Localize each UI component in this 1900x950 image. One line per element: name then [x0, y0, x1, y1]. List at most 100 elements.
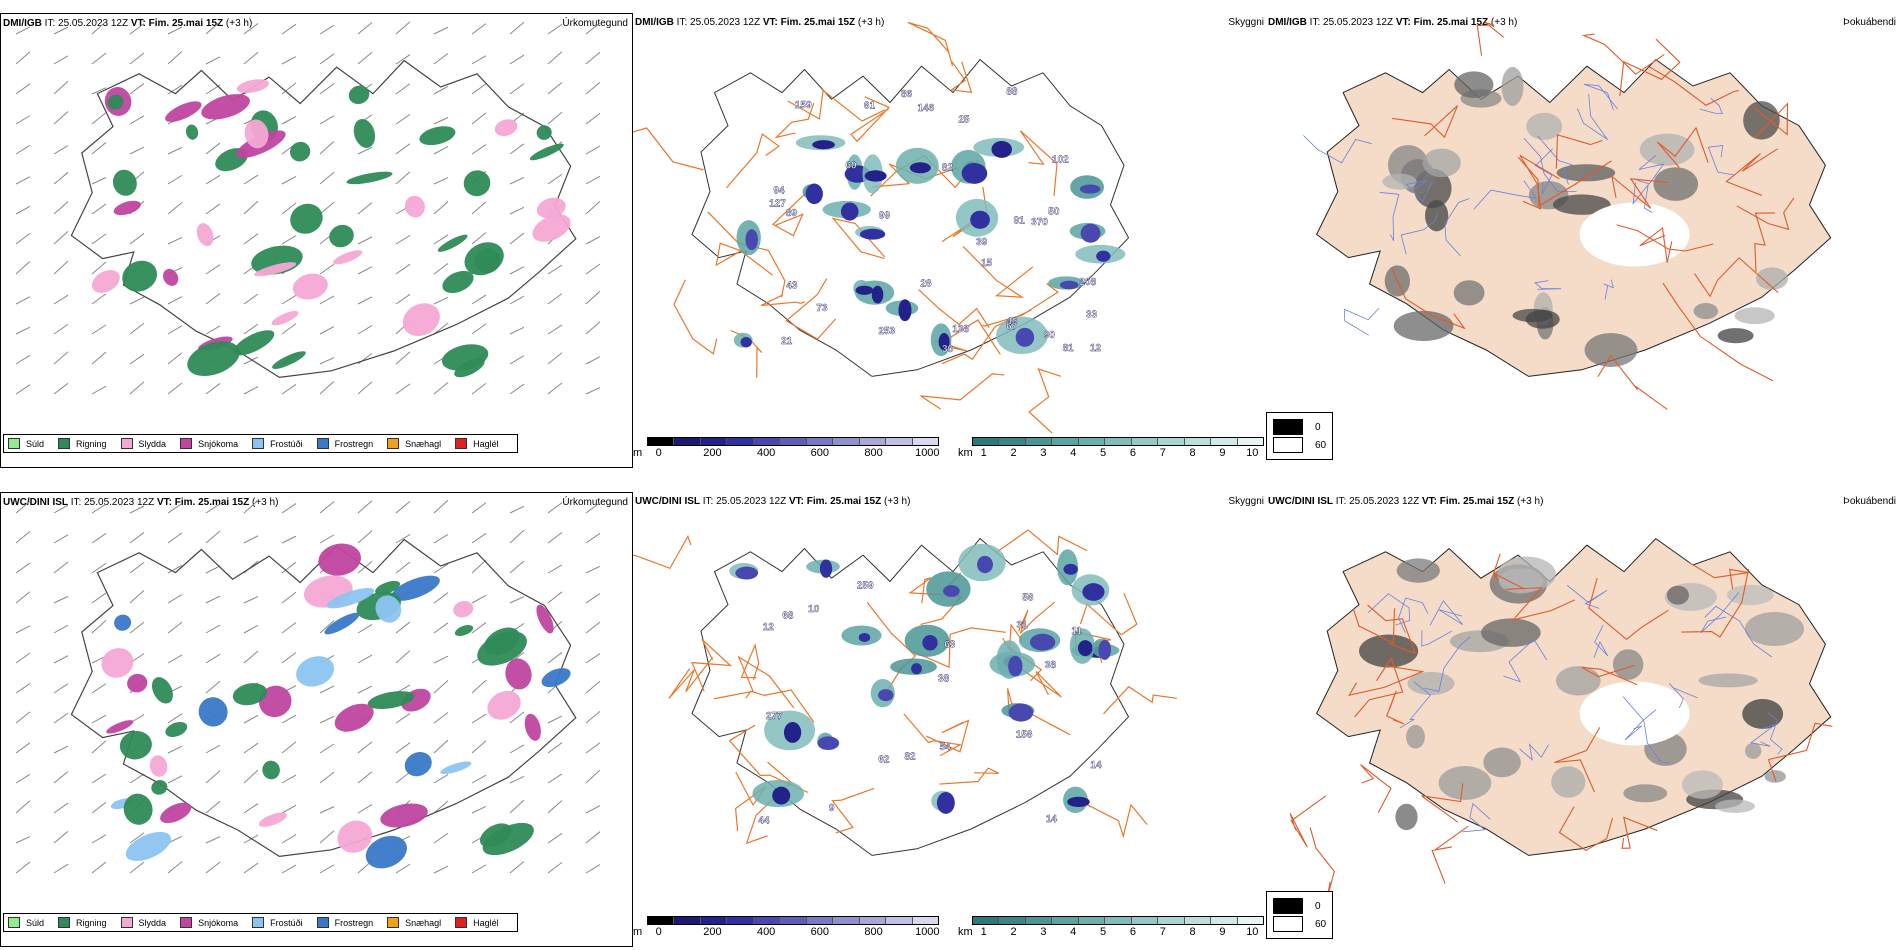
wind-barb — [357, 296, 373, 305]
legend-swatch — [8, 917, 20, 928]
wind-barb — [205, 56, 221, 65]
wind-barb — [395, 21, 411, 35]
precip-blob — [441, 344, 489, 371]
wind-barb — [205, 624, 221, 634]
fog-patch — [1666, 585, 1689, 605]
wind-barb — [395, 621, 411, 634]
wind-barb — [129, 832, 145, 844]
coastline — [691, 537, 1130, 856]
wind-barb — [129, 532, 145, 544]
precip-blob — [337, 820, 373, 853]
cloud-base-value: 91 — [1014, 215, 1026, 226]
wind-barb — [167, 382, 183, 395]
legend-label: Súld — [26, 917, 45, 928]
colorbar-tick-label: 1000 — [915, 926, 940, 938]
precip-blob — [365, 835, 407, 869]
cloud-base-blob — [772, 786, 791, 805]
road — [1616, 224, 1714, 252]
legend-item: Snæhagl — [387, 917, 441, 928]
cloud-base-blob — [740, 336, 752, 348]
precip-blob — [536, 604, 554, 634]
wind-barb — [91, 21, 107, 35]
cloud-base-value: 88 — [1006, 87, 1018, 98]
wind-barb — [585, 236, 601, 245]
road — [982, 283, 1059, 327]
lead-time: (+3 h) — [1517, 496, 1544, 507]
wind-barb — [585, 532, 601, 544]
river — [1668, 682, 1698, 709]
field-name: Þokuábendi — [1843, 496, 1896, 507]
cloud-base-blob — [911, 663, 922, 675]
fog-patch — [1497, 556, 1556, 592]
river — [1707, 145, 1735, 176]
road — [1391, 105, 1459, 139]
river — [1603, 279, 1614, 300]
fog-patch — [1742, 699, 1784, 729]
precip-blob — [233, 330, 275, 356]
cloud-base-blob — [871, 285, 884, 304]
wind-barb — [319, 140, 335, 155]
precip-blob — [482, 822, 534, 856]
road — [726, 133, 780, 189]
wind-barb — [585, 387, 601, 395]
wind-barb — [585, 680, 601, 694]
road — [1354, 657, 1404, 718]
wind-barb — [167, 713, 183, 724]
road — [1639, 226, 1673, 263]
river — [1700, 592, 1739, 634]
wind-barb — [509, 560, 525, 574]
cloud-base-blob — [1059, 280, 1079, 290]
fog-patch — [1454, 71, 1494, 99]
wind-barb — [509, 54, 525, 65]
wind-barb — [509, 266, 525, 275]
road — [913, 627, 1006, 669]
road — [1581, 33, 1665, 75]
wind-barb — [15, 83, 31, 95]
wind-barb — [205, 142, 221, 155]
road — [1754, 212, 1776, 272]
road — [850, 96, 891, 143]
wind-barb — [471, 805, 487, 814]
legend-swatch — [180, 438, 193, 449]
precip-blob — [541, 668, 571, 688]
wind-barb — [205, 680, 221, 694]
wind-barb — [547, 502, 563, 514]
cloud-base-blob — [858, 632, 871, 642]
fog-patch — [1481, 618, 1541, 647]
colorbar-cell — [1211, 917, 1238, 924]
fog-patch — [1726, 584, 1774, 606]
wind-barb — [15, 205, 31, 215]
cloud-base-blob — [1067, 796, 1090, 807]
wind-barb — [91, 261, 107, 275]
road — [1360, 764, 1392, 813]
river — [1423, 636, 1471, 692]
fog-patch — [1396, 558, 1440, 583]
wind-barb — [243, 23, 259, 35]
model-name: UWC/DINI ISL — [1268, 496, 1333, 507]
cloud-legend-item: 0 — [1273, 419, 1326, 435]
cloud-base-value: 62 — [878, 755, 890, 766]
cloud-legend-swatch — [1273, 898, 1303, 914]
fog-patch — [1453, 280, 1485, 306]
colorbar-tick-label: 9 — [1219, 926, 1226, 938]
wind-barb — [167, 532, 183, 544]
legend-item: Slydda — [120, 917, 166, 928]
colorbar-cell — [912, 438, 938, 445]
colorbar-cell — [700, 438, 728, 445]
wind-barb — [395, 561, 411, 574]
wind-barb — [433, 381, 449, 395]
fog-patch — [1717, 328, 1754, 344]
precip-blob — [536, 197, 566, 219]
wind-barb — [167, 174, 183, 185]
cloud-base-blob — [864, 170, 887, 182]
colorbar-tick-label: 600 — [810, 447, 830, 459]
wind-barb — [471, 144, 487, 155]
wind-barb — [319, 201, 335, 215]
colorbar-unit: m — [633, 447, 643, 459]
wind-barb — [585, 22, 601, 35]
legend-item: Slydda — [120, 438, 166, 449]
wind-barb — [281, 115, 297, 125]
road — [673, 279, 718, 355]
river — [1519, 743, 1549, 761]
cloud-base-value: 138 — [952, 324, 969, 335]
